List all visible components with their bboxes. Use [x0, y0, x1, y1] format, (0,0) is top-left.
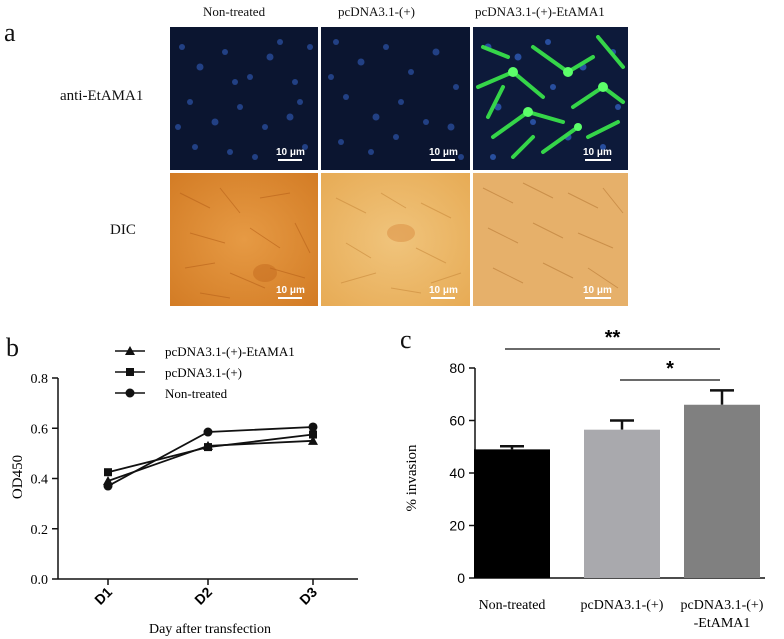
- column-header-pcdna-etama1: pcDNA3.1-(+)-EtAMA1: [475, 4, 605, 19]
- data-point-circle: [103, 481, 113, 491]
- series-line: [107, 426, 314, 487]
- x-tick-label: Non-treated: [479, 598, 546, 613]
- dic-image-pcdna: 10 μm: [321, 173, 470, 306]
- x-tick-label: pcDNA3.1-(+): [581, 598, 664, 613]
- column-header-non-treated: Non-treated: [203, 4, 266, 19]
- series-line: [107, 433, 314, 474]
- row-label-dic: DIC: [110, 222, 136, 238]
- x-tick-label: D2: [191, 584, 215, 608]
- legend-marker-square: [126, 368, 134, 376]
- data-point-square: [104, 468, 112, 477]
- y-axis-label: % invasion: [404, 444, 420, 512]
- data-point-square: [204, 443, 212, 452]
- x-tick-label: D3: [296, 584, 320, 608]
- scale-bar-label: 10 μm: [276, 285, 305, 296]
- x-axis-label: Day after transfection: [149, 622, 271, 637]
- scale-bar-label: 10 μm: [429, 147, 458, 158]
- fluorescence-image-non-treated: 10 μm: [170, 27, 318, 170]
- legend: pcDNA3.1-(+)-EtAMA1 pcDNA3.1-(+) Non-tre…: [115, 344, 295, 401]
- y-tick-label: 60: [449, 413, 465, 429]
- y-tick-label: 0.8: [31, 372, 49, 387]
- scale-bar-label: 10 μm: [429, 285, 458, 296]
- bar: [584, 429, 660, 578]
- fluorescence-image-pcdna: 10 μm: [321, 27, 470, 170]
- data-point-circle: [203, 427, 213, 437]
- y-tick-label: 0.2: [31, 523, 49, 538]
- panel-c-letter: c: [400, 325, 412, 354]
- y-tick-label: 0: [457, 570, 465, 586]
- scale-bar-label: 10 μm: [583, 285, 612, 296]
- x-tick-label: pcDNA3.1-(+) -EtAMA1: [681, 598, 764, 631]
- legend-label: Non-treated: [165, 386, 228, 401]
- data-point-triangle: [308, 435, 318, 445]
- row-label-anti-etama1: anti-EtAMA1: [60, 88, 144, 104]
- bar: [684, 404, 760, 578]
- y-tick-label: 20: [449, 518, 465, 534]
- y-tick-label: 0.6: [31, 422, 49, 437]
- scale-bar-label: 10 μm: [583, 147, 612, 158]
- column-header-pcdna: pcDNA3.1-(+): [338, 4, 416, 19]
- panel-a-letter: a: [4, 18, 16, 47]
- y-axis-label: OD450: [10, 455, 26, 499]
- legend-marker-circle: [125, 388, 135, 398]
- significance-label: *: [666, 358, 674, 380]
- legend-label: pcDNA3.1-(+)-EtAMA1: [165, 344, 295, 359]
- line-chart-od450: pcDNA3.1-(+)-EtAMA1 pcDNA3.1-(+) Non-tre…: [10, 344, 358, 637]
- x-tick-label: D1: [91, 584, 115, 608]
- y-tick-label: 0.0: [31, 573, 49, 588]
- y-tick-label: 40: [449, 465, 465, 481]
- dic-image-pcdna-etama1: 10 μm: [473, 173, 628, 306]
- panel-b-letter: b: [6, 333, 19, 362]
- significance-label: **: [605, 330, 621, 349]
- data-point-square: [309, 430, 317, 439]
- fluorescence-image-pcdna-etama1: 10 μm: [473, 27, 628, 170]
- scale-bar-label: 10 μm: [276, 147, 305, 158]
- y-tick-label: 0.4: [31, 473, 49, 488]
- dic-image-non-treated: 10 μm: [170, 173, 318, 306]
- legend-marker-triangle: [125, 346, 135, 355]
- y-tick-label: 80: [449, 360, 465, 376]
- bar: [474, 449, 550, 578]
- legend-label: pcDNA3.1-(+): [165, 365, 242, 380]
- data-point-circle: [308, 422, 318, 432]
